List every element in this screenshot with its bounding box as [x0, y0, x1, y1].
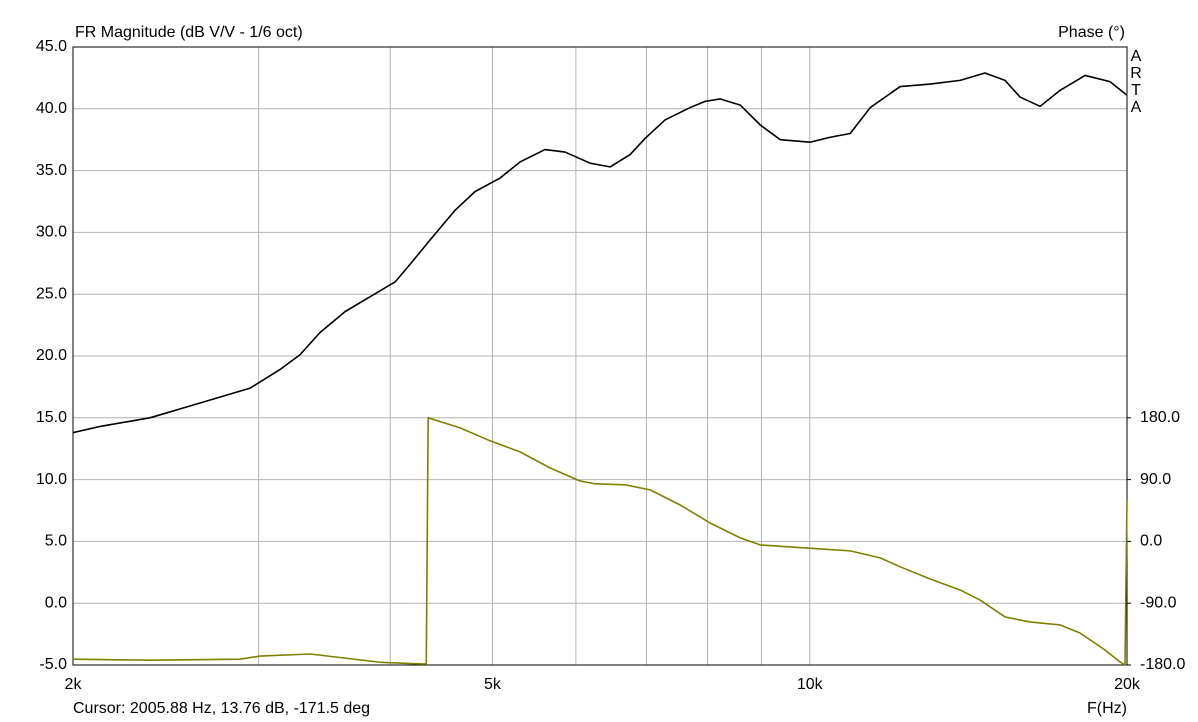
- cursor-readout: Cursor: 2005.88 Hz, 13.76 dB, -171.5 deg: [73, 700, 370, 717]
- x-tick-label: 2k: [65, 676, 83, 693]
- y-tick-label: 20.0: [36, 347, 67, 364]
- y-tick-label: -5.0: [39, 656, 67, 673]
- y-tick-label: 5.0: [45, 533, 67, 550]
- y2-tick-label: 90.0: [1140, 471, 1171, 488]
- chart-title: FR Magnitude (dB V/V - 1/6 oct): [75, 24, 303, 41]
- x-tick-label: 20k: [1114, 676, 1141, 693]
- series-line: [72, 417, 1128, 666]
- x-tick-label: 10k: [797, 676, 824, 693]
- y2-title: Phase (°): [1058, 24, 1125, 41]
- plot-frame: [72, 46, 1128, 666]
- y2-tick-label: 180.0: [1140, 409, 1180, 426]
- y-tick-label: 45.0: [36, 38, 67, 55]
- y2-tick-label: 0.0: [1140, 533, 1162, 550]
- y-tick-label: 25.0: [36, 285, 67, 302]
- y2-tick-label: -180.0: [1140, 656, 1185, 673]
- y-tick-label: 10.0: [36, 471, 67, 488]
- y-tick-label: 0.0: [45, 594, 67, 611]
- x-tick-label: 5k: [484, 676, 502, 693]
- x-axis-label: F(Hz): [1087, 700, 1127, 717]
- y2-tick-label: -90.0: [1140, 594, 1177, 611]
- y-tick-label: 30.0: [36, 224, 67, 241]
- series-line: [72, 72, 1128, 434]
- y-tick-label: 40.0: [36, 100, 67, 117]
- y-tick-label: 35.0: [36, 162, 67, 179]
- y-tick-label: 15.0: [36, 409, 67, 426]
